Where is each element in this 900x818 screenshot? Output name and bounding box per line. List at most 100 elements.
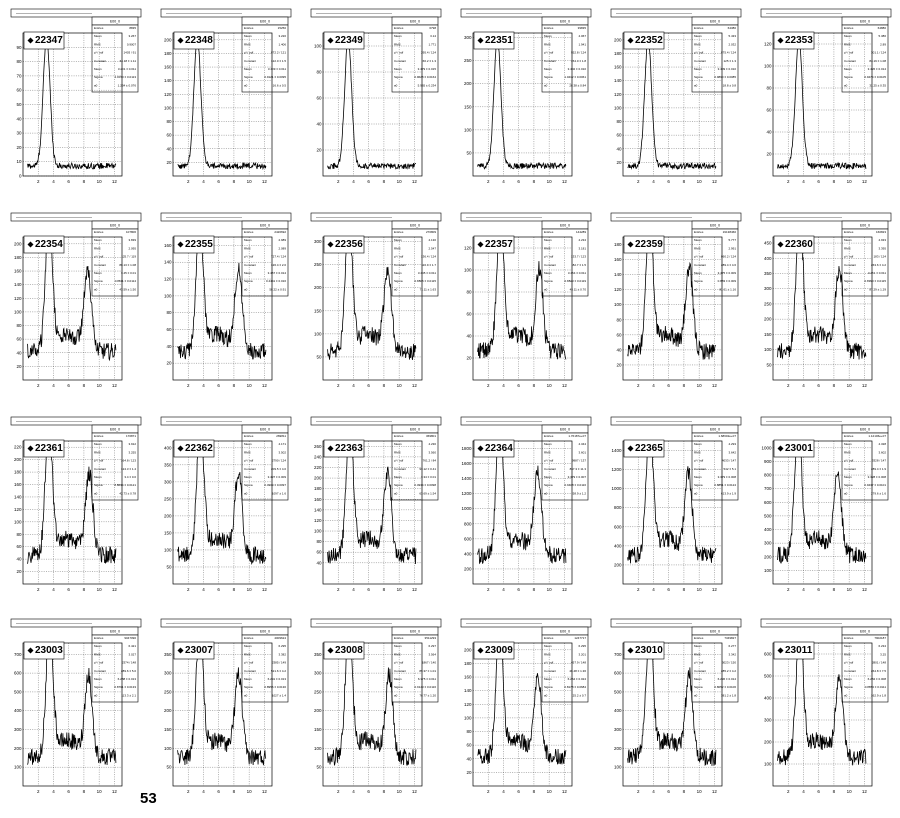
y-tick-label: 120 <box>164 277 172 282</box>
x-tick-label: 12 <box>262 179 268 184</box>
x-tick-label: 10 <box>697 383 703 388</box>
y-tick-label: 50 <box>766 362 772 367</box>
diamond-marker-icon <box>327 37 334 44</box>
y-tick-label: 50 <box>16 102 22 107</box>
plot-frame <box>322 440 423 585</box>
histogram-trace <box>477 444 567 565</box>
legend-box <box>473 439 515 458</box>
title-bar <box>610 618 742 628</box>
y-tick-label: 600 <box>464 536 472 541</box>
run-number-label: 22352 <box>635 35 663 46</box>
legend-box <box>473 235 515 254</box>
stat-value: 3.409 ± 0.010 <box>718 67 737 71</box>
stat-value: 952.8 / 124 <box>571 51 586 55</box>
y-tick-label: 300 <box>764 541 772 546</box>
stat-value: 71.11 ± 1.63 <box>420 287 437 291</box>
stat-value: 6.236 ± 0.014 <box>718 677 737 681</box>
x-tick-label: 8 <box>83 587 86 592</box>
stat-label: a0 <box>544 83 548 87</box>
title-bar <box>760 618 892 628</box>
x-tick-label: 8 <box>683 179 686 184</box>
stat-value: 301.1 / 124 <box>871 51 886 55</box>
stat-label: Sigma <box>244 685 253 689</box>
stat-value: 81.61 ± 1.16 <box>719 287 736 291</box>
x-tick-label: 10 <box>247 789 253 794</box>
stats-box <box>691 432 739 501</box>
stat-label: Mean <box>544 475 552 479</box>
stat-label: Mean <box>544 34 552 38</box>
stat-label: Sigma <box>244 483 253 487</box>
stat-value: 0.9474 ± 0.0105 <box>864 75 886 79</box>
x-tick-label: 2 <box>787 789 790 794</box>
run-number-label: 22349 <box>335 35 363 46</box>
x-tick-label: 6 <box>517 383 520 388</box>
stat-label: Sigma <box>844 483 853 487</box>
diamond-marker-icon <box>27 241 34 248</box>
x-tick-label: 8 <box>833 789 836 794</box>
histogram-panel: E00_0 Entries 3511293 Mean 6.297 RMS 3.564 χ² /… <box>310 618 460 818</box>
diamond-marker-icon <box>777 241 784 248</box>
stat-value: 1867 / 140 <box>422 661 437 665</box>
stat-value: 4.067 <box>578 34 586 38</box>
stat-label: Entries <box>844 230 854 234</box>
hist-name: E00_0 <box>710 20 720 24</box>
histogram-svg: E00_0 Entries 107806 Mean 3.839 RMS 2.095 χ² / … <box>10 212 142 388</box>
run-number-label: 23010 <box>635 645 663 656</box>
y-tick-label: 60 <box>466 743 472 748</box>
y-tick-label: 60 <box>166 133 172 138</box>
histogram-svg: E00_0 Entries 15250 Mean 3.220 RMS 1.406 χ² / n… <box>160 8 292 184</box>
histogram-panel: E00_0 Entries 144289 Mean 4.234 RMS 3.181 χ² / … <box>460 212 610 412</box>
x-tick-label: 12 <box>862 383 868 388</box>
x-tick-label: 2 <box>787 587 790 592</box>
stat-label: Constant <box>94 263 106 267</box>
y-tick-label: 400 <box>614 543 622 548</box>
stat-value: 6.295 <box>578 644 586 648</box>
histogram-panel: E00_0 Entries 1.68602e+07 Mean 4.293 RMS 3.642… <box>610 416 760 616</box>
stat-value: 66.2 ± 1.3 <box>423 59 437 63</box>
y-tick-label: 20 <box>766 152 772 157</box>
y-tick-label: 500 <box>14 689 22 694</box>
y-tick-label: 120 <box>614 287 622 292</box>
y-tick-label: 350 <box>764 271 772 276</box>
stat-label: a0 <box>244 83 248 87</box>
hist-name: E00_0 <box>410 630 420 634</box>
legend-box <box>323 235 365 254</box>
y-tick-label: 120 <box>314 518 322 523</box>
title-bar <box>610 212 742 222</box>
x-tick-label: 10 <box>97 587 103 592</box>
x-tick-label: 8 <box>233 789 236 794</box>
y-tick-label: 200 <box>314 285 322 290</box>
stat-value: 4.130 <box>428 238 436 242</box>
x-tick-label: 10 <box>97 789 103 794</box>
y-tick-label: 100 <box>314 331 322 336</box>
stat-label: Constant <box>544 467 556 471</box>
stat-label: Sigma <box>94 279 103 283</box>
stat-value: 0.4934 ± 0.0098 <box>414 483 436 487</box>
x-tick-label: 10 <box>397 789 403 794</box>
stat-label: Entries <box>544 636 554 640</box>
stat-value: 0.8853 ± 0.0111 <box>865 685 887 689</box>
histogram-panel: E00_0 Entries 9047090 Mean 6.421 RMS 3.027 χ² /… <box>10 618 160 818</box>
x-tick-label: 8 <box>83 789 86 794</box>
stat-label: Sigma <box>694 75 703 79</box>
stat-label: Constant <box>244 467 256 471</box>
stat-value: 107806 <box>126 230 136 234</box>
stat-label: Entries <box>544 230 554 234</box>
stat-value: 727.4 / 124 <box>271 255 286 259</box>
stat-value: 3.34 ± 0.01 <box>421 475 436 479</box>
plot-frame <box>22 440 123 585</box>
plot-frame <box>322 32 423 177</box>
stat-label: χ² / ndf <box>94 459 103 463</box>
stat-value: 1.941 <box>578 42 586 46</box>
histogram-panel: E00_0 Entries 1.12106e+07 Mean 4.328 RMS 3.602… <box>760 416 900 616</box>
y-tick-label: 80 <box>316 539 322 544</box>
x-tick-label: 2 <box>187 789 190 794</box>
y-tick-label: 1400 <box>611 448 622 453</box>
stat-value: 183 / 124 <box>873 255 886 259</box>
y-tick-label: 120 <box>464 702 472 707</box>
diamond-marker-icon <box>327 241 334 248</box>
stat-label: Mean <box>694 34 702 38</box>
y-tick-label: 80 <box>616 317 622 322</box>
legend-box <box>473 641 515 660</box>
stat-label: RMS <box>394 42 401 46</box>
